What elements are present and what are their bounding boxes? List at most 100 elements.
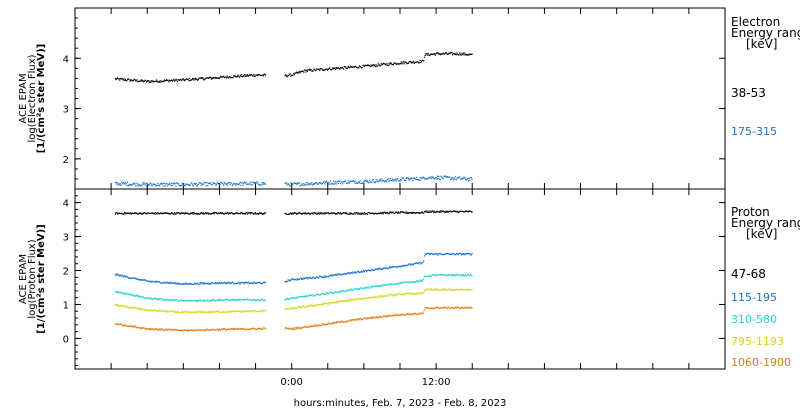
data-point xyxy=(238,298,241,301)
data-point xyxy=(263,309,265,311)
data-point xyxy=(251,328,253,330)
data-point xyxy=(127,306,129,308)
data-point xyxy=(131,183,133,186)
data-point xyxy=(345,273,347,275)
data-point xyxy=(370,64,372,66)
data-point xyxy=(401,63,403,65)
data-point xyxy=(466,210,468,212)
data-point xyxy=(292,213,294,215)
data-point xyxy=(446,177,448,179)
data-point xyxy=(137,326,140,329)
data-point xyxy=(378,64,380,66)
data-point xyxy=(197,79,199,81)
data-point xyxy=(403,63,405,65)
data-point xyxy=(327,323,329,325)
data-point xyxy=(314,69,316,72)
data-point xyxy=(457,53,459,56)
data-point xyxy=(147,212,150,214)
data-point xyxy=(259,212,262,215)
data-point xyxy=(419,279,421,281)
data-point xyxy=(441,210,443,212)
data-point xyxy=(412,293,414,295)
data-point xyxy=(465,53,467,56)
data-point xyxy=(259,310,261,312)
data-point xyxy=(363,269,365,272)
data-point xyxy=(397,266,399,268)
data-point xyxy=(218,212,220,214)
data-point xyxy=(345,320,348,322)
data-point xyxy=(231,328,233,330)
data-point xyxy=(228,299,230,301)
proton-ylabel-line: log(Proton Flux) xyxy=(27,239,38,318)
data-point xyxy=(359,180,361,182)
data-point xyxy=(147,309,149,311)
data-point xyxy=(184,311,186,313)
data-point xyxy=(212,329,215,331)
data-point xyxy=(448,253,450,255)
data-point xyxy=(295,212,297,214)
data-point xyxy=(208,212,210,215)
data-point xyxy=(286,213,288,216)
data-point xyxy=(149,329,151,331)
data-point xyxy=(469,179,471,181)
data-point xyxy=(398,266,400,268)
data-point xyxy=(226,282,228,284)
data-point xyxy=(464,211,466,213)
data-point xyxy=(124,183,126,185)
data-point xyxy=(122,79,124,81)
data-point xyxy=(398,63,400,65)
data-point xyxy=(387,267,389,269)
data-point xyxy=(335,290,337,292)
data-point xyxy=(363,318,365,320)
data-point xyxy=(314,277,316,279)
data-point xyxy=(461,178,463,180)
data-point xyxy=(408,263,410,265)
data-point xyxy=(193,311,195,313)
data-point xyxy=(148,212,150,214)
data-point xyxy=(318,324,320,326)
data-point xyxy=(361,297,363,299)
data-point xyxy=(223,213,225,215)
data-point xyxy=(166,185,168,187)
data-point xyxy=(155,310,158,312)
data-point xyxy=(292,328,294,331)
data-point xyxy=(286,184,288,186)
data-point xyxy=(155,80,157,82)
data-point xyxy=(442,178,444,180)
data-point xyxy=(155,328,157,330)
data-point xyxy=(443,53,445,55)
data-point xyxy=(332,322,335,324)
data-point xyxy=(429,307,431,309)
data-point xyxy=(246,212,248,214)
data-point xyxy=(328,293,330,295)
data-point xyxy=(176,283,179,285)
data-point xyxy=(331,302,333,304)
data-point xyxy=(332,180,335,182)
data-point xyxy=(380,212,382,214)
data-point xyxy=(260,184,262,186)
data-point xyxy=(422,261,424,263)
data-point xyxy=(329,68,332,71)
data-point xyxy=(181,182,184,184)
data-point xyxy=(241,212,243,214)
data-point xyxy=(417,61,419,63)
data-point xyxy=(298,182,300,184)
data-point xyxy=(441,307,444,309)
data-point xyxy=(325,68,327,70)
data-point xyxy=(218,77,220,79)
data-point xyxy=(170,299,172,301)
data-point xyxy=(197,283,199,285)
data-point xyxy=(443,273,445,276)
data-point xyxy=(381,180,384,182)
data-point xyxy=(400,211,402,213)
data-point xyxy=(301,327,303,329)
data-point xyxy=(299,277,301,279)
data-point xyxy=(437,274,439,276)
data-point xyxy=(182,212,184,214)
electron-ylabel-line: ACE EPAM xyxy=(18,73,29,123)
x-axis-title: hours:minutes, Feb. 7, 2023 - Feb. 8, 20… xyxy=(294,398,507,409)
data-point xyxy=(298,328,300,330)
data-point xyxy=(200,282,202,284)
data-point xyxy=(119,77,121,80)
data-point xyxy=(232,298,234,301)
